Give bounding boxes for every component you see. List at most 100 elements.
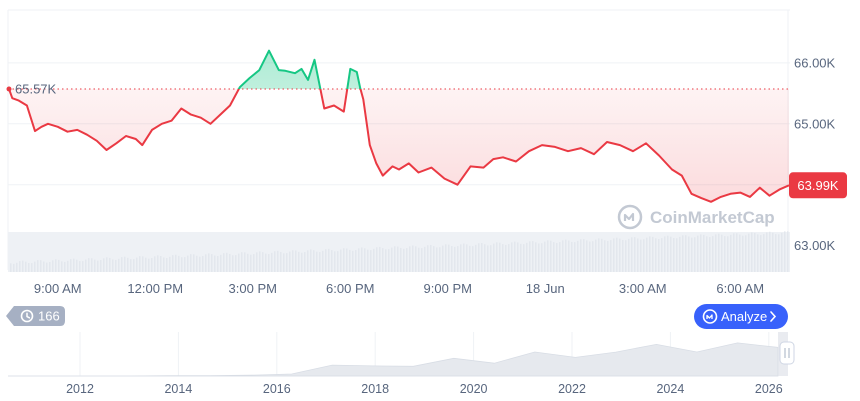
- volume-bar: [550, 240, 552, 272]
- volume-bar: [622, 239, 624, 272]
- volume-bar: [463, 243, 465, 272]
- coinmarketcap-logo-icon: [617, 204, 643, 230]
- analyze-button[interactable]: Analyze: [694, 304, 788, 329]
- x-tick-label: 9:00 PM: [424, 281, 472, 296]
- volume-bar: [346, 248, 348, 272]
- navigator-year-label: 2016: [263, 382, 291, 396]
- volume-bar: [481, 243, 483, 272]
- volume-bar: [178, 255, 180, 272]
- volume-bar: [703, 234, 705, 272]
- volume-bar: [745, 235, 747, 272]
- volume-bar: [196, 255, 198, 272]
- volume-bar: [157, 255, 159, 272]
- volume-bar: [232, 255, 234, 272]
- volume-bar: [562, 240, 564, 272]
- volume-bar: [433, 246, 435, 272]
- volume-bar: [487, 245, 489, 272]
- volume-bar: [709, 237, 711, 272]
- volume-bar: [280, 251, 282, 272]
- volume-bar: [613, 238, 615, 272]
- volume-bar: [106, 257, 108, 272]
- volume-bar: [475, 244, 477, 272]
- volume-bar: [730, 234, 732, 272]
- volume-bar: [430, 244, 432, 272]
- volume-bar: [271, 252, 273, 272]
- volume-bar: [46, 262, 48, 272]
- volume-bar: [694, 237, 696, 272]
- volume-bar: [583, 239, 585, 272]
- volume-bar: [700, 234, 702, 272]
- volume-bar: [109, 257, 111, 272]
- volume-bar: [502, 244, 504, 272]
- analyze-icon: [702, 309, 718, 324]
- volume-bar: [370, 250, 372, 272]
- volume-bar: [784, 231, 786, 272]
- volume-bar: [466, 244, 468, 272]
- volume-bar: [238, 253, 240, 272]
- volume-bar: [397, 246, 399, 272]
- volume-bar: [403, 248, 405, 272]
- volume-bar: [439, 247, 441, 272]
- volume-bar: [76, 259, 78, 272]
- history-clock-icon: [20, 309, 34, 323]
- volume-bar: [556, 242, 558, 272]
- volume-bar: [619, 238, 621, 272]
- volume-bar: [376, 247, 378, 272]
- volume-bar: [547, 240, 549, 272]
- volume-bar: [70, 259, 72, 272]
- volume-bar: [58, 259, 60, 272]
- volume-bar: [727, 236, 729, 272]
- volume-bar: [127, 257, 129, 272]
- volume-bar: [295, 250, 297, 272]
- volume-bar: [610, 240, 612, 272]
- volume-bar: [223, 253, 225, 272]
- volume-bar: [343, 248, 345, 272]
- volume-bar: [292, 250, 294, 272]
- volume-bar: [721, 234, 723, 272]
- navigator-handle[interactable]: [779, 341, 795, 365]
- volume-bar: [205, 254, 207, 272]
- volume-bar: [688, 236, 690, 272]
- volume-bar: [724, 236, 726, 272]
- range-navigator[interactable]: 2012 2014 2016 2018 2020 2022 2024 2026: [8, 332, 795, 396]
- volume-bar: [442, 245, 444, 272]
- volume-bar: [685, 235, 687, 272]
- volume-bar: [133, 259, 135, 272]
- volume-bar: [88, 258, 90, 272]
- history-button[interactable]: 166: [6, 306, 65, 326]
- volume-bar: [592, 241, 594, 272]
- volume-bar: [97, 260, 99, 272]
- volume-bar: [748, 233, 750, 272]
- volume-band: [8, 232, 790, 272]
- volume-bar: [151, 258, 153, 272]
- volume-bar: [763, 234, 765, 272]
- price-line-above-baseline: [8, 49, 362, 90]
- volume-bar: [595, 239, 597, 272]
- volume-bar: [514, 241, 516, 272]
- volume-bar: [529, 241, 531, 272]
- volume-bar: [82, 261, 84, 272]
- volume-bar: [331, 250, 333, 272]
- volume-bar: [406, 248, 408, 272]
- area-below-baseline: [9, 89, 789, 202]
- volume-bar: [631, 237, 633, 272]
- x-tick-label: 12:00 PM: [127, 281, 183, 296]
- history-count: 166: [38, 309, 60, 324]
- volume-bar: [10, 263, 12, 272]
- volume-bar: [235, 255, 237, 272]
- volume-bar: [217, 255, 219, 272]
- volume-bar: [772, 232, 774, 272]
- volume-bar: [706, 236, 708, 272]
- x-axis: 9:00 AM 12:00 PM 3:00 PM 6:00 PM 9:00 PM 18 J…: [34, 281, 764, 296]
- volume-bar: [349, 249, 351, 272]
- chevron-right-icon: [770, 311, 777, 322]
- current-price-badge: 63.99K: [789, 172, 847, 199]
- volume-bar: [424, 246, 426, 272]
- volume-bar: [379, 246, 381, 272]
- volume-bar: [187, 255, 189, 272]
- volume-bar: [382, 248, 384, 272]
- volume-bar: [391, 247, 393, 272]
- volume-bar: [85, 259, 87, 272]
- volume-bar: [652, 236, 654, 272]
